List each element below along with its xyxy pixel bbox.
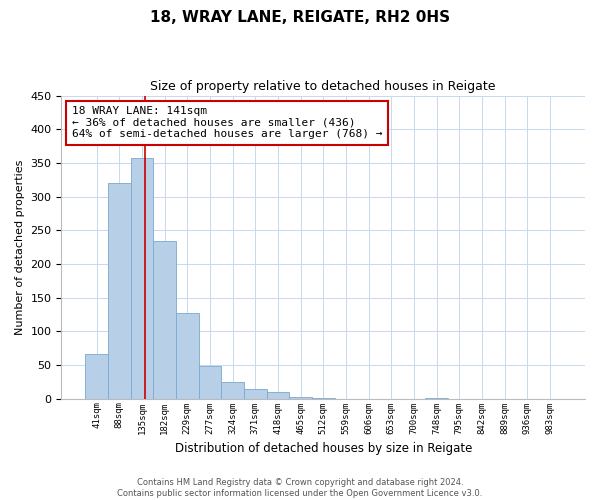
Text: 18 WRAY LANE: 141sqm
← 36% of detached houses are smaller (436)
64% of semi-deta: 18 WRAY LANE: 141sqm ← 36% of detached h… [72,106,382,140]
Bar [199,366,221,398]
Bar [85,354,108,399]
Text: Contains HM Land Registry data © Crown copyright and database right 2024.
Contai: Contains HM Land Registry data © Crown c… [118,478,482,498]
Bar [266,392,289,398]
Text: 18, WRAY LANE, REIGATE, RH2 0HS: 18, WRAY LANE, REIGATE, RH2 0HS [150,10,450,25]
Bar [153,241,176,398]
Bar [108,183,131,398]
Bar [244,388,266,398]
Y-axis label: Number of detached properties: Number of detached properties [15,160,25,335]
Bar [221,382,244,398]
X-axis label: Distribution of detached houses by size in Reigate: Distribution of detached houses by size … [175,442,472,455]
Bar [289,396,312,398]
Bar [131,158,153,398]
Title: Size of property relative to detached houses in Reigate: Size of property relative to detached ho… [151,80,496,93]
Bar [176,313,199,398]
